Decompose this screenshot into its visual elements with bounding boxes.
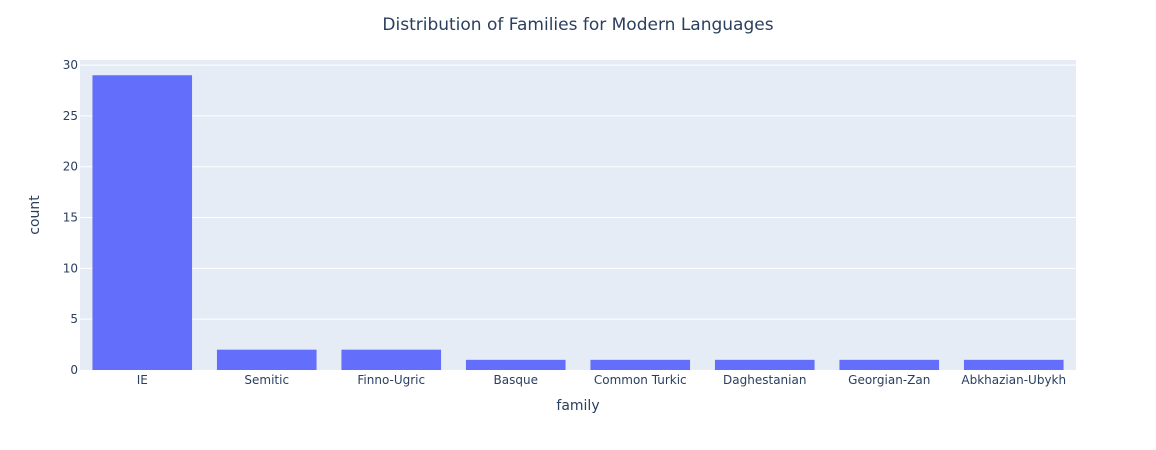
y-tick-label: 0: [70, 363, 78, 377]
x-tick-label: Semitic: [244, 373, 289, 387]
x-axis-ticks: IE Semitic Finno-Ugric Basque Common Turkic D…: [137, 373, 1066, 387]
y-tick-label: 25: [63, 109, 78, 123]
y-tick-label: 20: [63, 160, 78, 174]
bar-daghestanian[interactable]: [714, 359, 815, 370]
x-tick-label: Abkhazian-Ubykh: [961, 373, 1066, 387]
x-tick-label: Daghestanian: [723, 373, 806, 387]
y-tick-label: 30: [63, 58, 78, 72]
chart-title: Distribution of Families for Modern Lang…: [382, 15, 773, 35]
plot-area: [80, 60, 1076, 370]
x-tick-label: Finno-Ugric: [357, 373, 425, 387]
y-tick-label: 15: [63, 211, 78, 225]
bar-basque[interactable]: [465, 359, 566, 370]
bar-ie[interactable]: [92, 75, 193, 370]
y-axis-ticks: 0 5 10 15 20 25 30: [63, 58, 78, 377]
x-tick-label: Common Turkic: [594, 373, 687, 387]
x-tick-label: IE: [137, 373, 148, 387]
y-tick-label: 10: [63, 261, 78, 275]
bar-georgian-zan[interactable]: [839, 359, 940, 370]
bar-semitic[interactable]: [216, 349, 317, 370]
x-axis-title: family: [556, 398, 599, 414]
bars: [92, 75, 1064, 370]
bar-abkhazian-ubykh[interactable]: [963, 359, 1064, 370]
x-tick-label: Basque: [494, 373, 538, 387]
gridlines: [80, 64, 1076, 320]
y-tick-label: 5: [70, 312, 78, 326]
bar-finno-ugric[interactable]: [341, 349, 442, 370]
bar-common-turkic[interactable]: [590, 359, 691, 370]
y-axis-title: count: [27, 195, 43, 235]
x-tick-label: Georgian-Zan: [848, 373, 930, 387]
